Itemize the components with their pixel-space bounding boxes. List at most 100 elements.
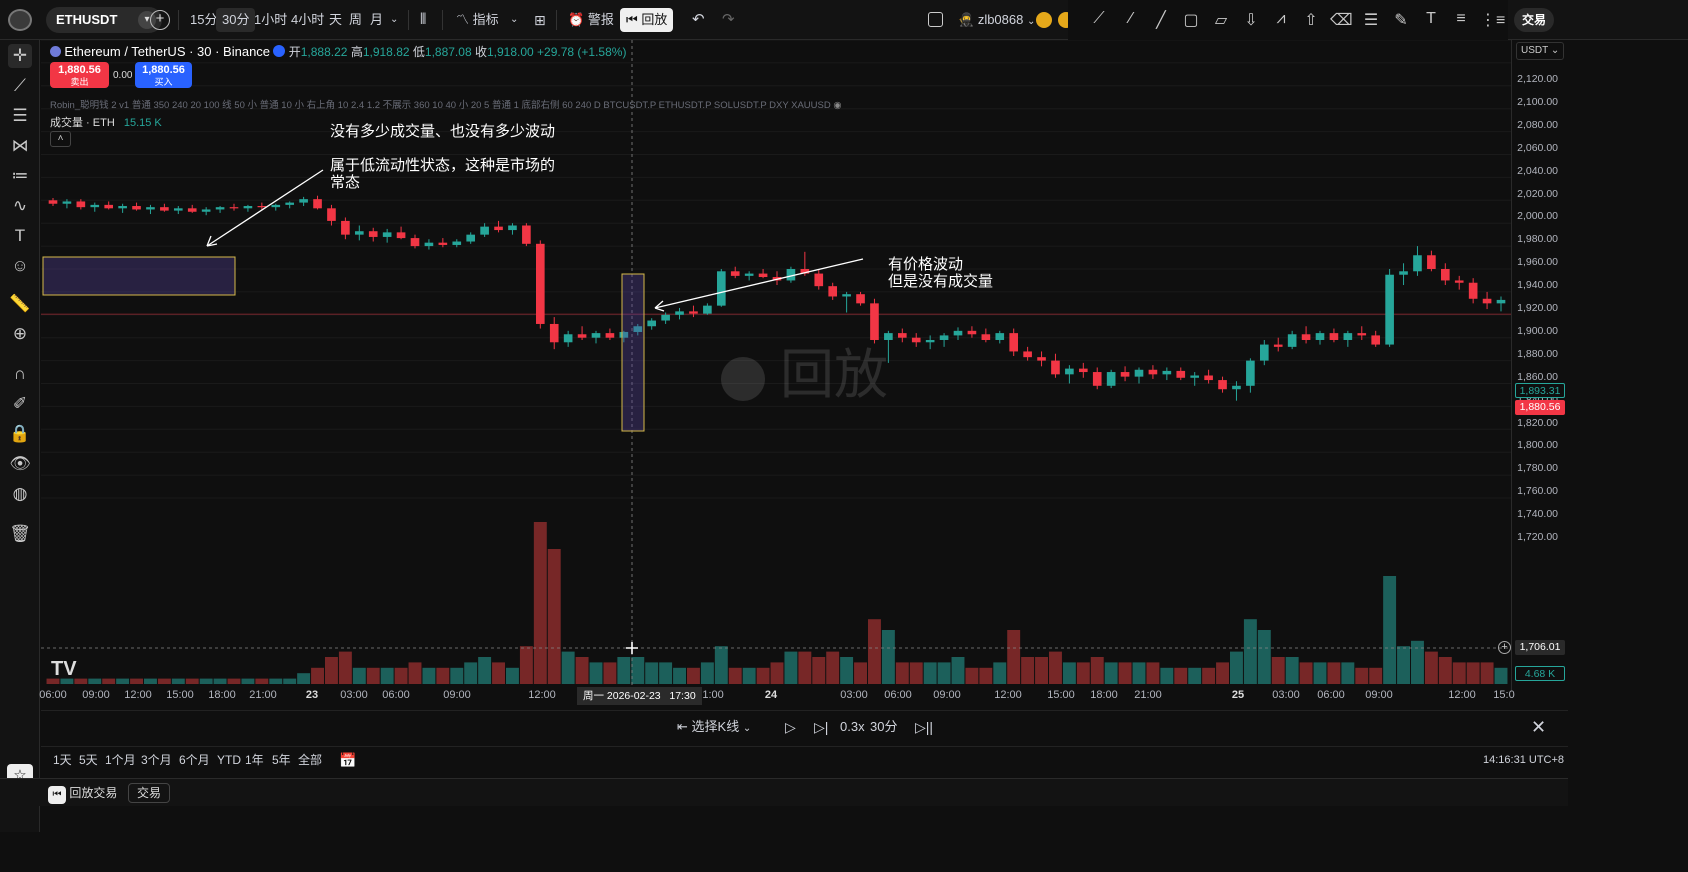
app-logo[interactable] xyxy=(8,9,32,31)
settings-list-icon[interactable]: ≡ xyxy=(1456,10,1466,27)
undo-icon[interactable]: ↶ xyxy=(692,11,705,28)
pen-icon[interactable]: ✎ xyxy=(1394,12,1408,29)
globe-icon[interactable]: ◍ xyxy=(12,484,28,503)
indicators-button[interactable]: 〽 指标 xyxy=(450,8,505,32)
indicators-dropdown-icon[interactable]: ⌄ xyxy=(510,14,519,25)
path-icon[interactable]: ⩘ xyxy=(1276,10,1286,27)
indicator-legend[interactable]: Robin_聪明钱 2 v1 普通 350 240 20 100 线 50 小 … xyxy=(50,97,842,111)
zoom-in-icon[interactable]: ⊕ xyxy=(12,324,28,343)
replay-interval[interactable]: 30分 xyxy=(870,719,898,734)
jump-to-realtime-button[interactable]: ▷|| xyxy=(915,719,934,735)
symbol-search[interactable]: ETHUSDT ▾ xyxy=(46,7,162,33)
annotation-price-move-line1[interactable]: 有价格波动 xyxy=(888,256,964,273)
redo-icon[interactable]: ↷ xyxy=(722,11,735,28)
line-icon[interactable]: ╱ xyxy=(1156,12,1166,29)
range-3[interactable]: 3个月 xyxy=(141,753,172,767)
candle-body xyxy=(1427,255,1436,269)
horizontal-lines-icon[interactable]: ☰ xyxy=(12,106,28,125)
annotation-low-liquidity-title[interactable]: 没有多少成交量、也没有多少波动 xyxy=(330,123,556,140)
volume-legend[interactable]: 成交量 · ETH 15.15 K xyxy=(50,114,162,130)
object-tree-icon[interactable]: ⋮≡ xyxy=(1480,12,1506,29)
rectangle-icon[interactable]: ▢ xyxy=(1183,12,1199,29)
clock[interactable]: 14:16:31 UTC+8 xyxy=(1483,754,1565,766)
annotation-low-liquidity-line2[interactable]: 常态 xyxy=(330,174,361,191)
select-bar-button[interactable]: ⇤ 选择K线 ⌄ xyxy=(677,716,751,738)
lock-icon[interactable]: 🔒 xyxy=(9,424,31,443)
pattern-icon[interactable]: ∿ xyxy=(12,196,28,215)
crosshair-icon[interactable]: ✛ xyxy=(8,44,32,68)
arrow-down-icon[interactable]: ⇩ xyxy=(1244,12,1258,29)
badge-icon[interactable] xyxy=(1036,12,1052,28)
currency-selector[interactable]: USDT ⌄ xyxy=(1516,42,1564,60)
interval-4[interactable]: 天 xyxy=(329,12,343,27)
interval-dropdown-icon[interactable]: ⌄ xyxy=(390,14,399,25)
price-scale[interactable]: USDT ⌄ 2,120.00 2,100.00 2,080.00 2,060.00 2… xyxy=(1511,40,1568,692)
range-7[interactable]: 5年 xyxy=(272,753,291,767)
replay-speed[interactable]: 0.3x xyxy=(840,719,865,734)
emoji-icon[interactable]: ☺ xyxy=(11,256,29,275)
text-icon[interactable]: T xyxy=(1426,10,1436,27)
pitchfork-icon[interactable]: ⋈ xyxy=(11,136,29,155)
replay-trade-tab[interactable]: ⏮ 回放交易 xyxy=(48,783,117,804)
fib-icon[interactable]: ≔ xyxy=(11,166,29,185)
range-1[interactable]: 5天 xyxy=(79,753,98,767)
time-axis[interactable]: 06:00 09:00 12:00 15:00 18:00 21:00 23 03:00 06:… xyxy=(39,686,1514,706)
add-price-level-icon[interactable]: + xyxy=(1498,641,1511,654)
layouts-icon[interactable]: ⊞ xyxy=(534,12,546,28)
range-6[interactable]: 1年 xyxy=(245,753,264,767)
range-4[interactable]: 6个月 xyxy=(179,753,210,767)
add-symbol-icon[interactable]: + xyxy=(150,10,170,30)
range-8[interactable]: 全部 xyxy=(298,753,323,767)
range-5[interactable]: YTD xyxy=(217,753,241,767)
trend-path-icon[interactable]: ⟋ xyxy=(1093,10,1105,27)
buy-button[interactable]: 1,880.56 买入 xyxy=(135,62,192,88)
volume-bar xyxy=(1021,657,1035,684)
eraser-icon[interactable]: ⌫ xyxy=(1330,12,1353,29)
interval-6[interactable]: 月 xyxy=(370,12,384,27)
interval-1[interactable]: 30分 xyxy=(216,8,256,32)
interval-2[interactable]: 1小时 xyxy=(254,12,288,27)
trade-button[interactable]: 交易 xyxy=(1514,8,1554,32)
candle-body xyxy=(786,269,796,281)
lines-icon[interactable]: ☰ xyxy=(1363,12,1379,29)
collapse-legend-button[interactable]: ˄ xyxy=(50,131,71,147)
trend-line-icon[interactable]: ⟋ xyxy=(14,76,26,95)
candle-body xyxy=(1329,333,1339,340)
ruler-icon[interactable]: 📏 xyxy=(9,294,31,313)
hide-indicator-eye-icon[interactable]: ◉ xyxy=(833,100,842,111)
play-button[interactable]: ▷ xyxy=(785,719,796,735)
ray-icon[interactable]: ⁄ xyxy=(1129,10,1133,27)
annotation-low-liquidity-line1[interactable]: 属于低流动性状态，这种是市场的 xyxy=(330,157,556,174)
step-forward-button[interactable]: ▷| xyxy=(814,719,829,735)
sell-button[interactable]: 1,880.56 卖出 xyxy=(50,62,109,88)
symbol-legend[interactable]: Ethereum / TetherUS · 30 · Binance 开1,88… xyxy=(50,43,626,60)
chart-pane[interactable]: 回放 TV xyxy=(41,40,1511,692)
eye-icon[interactable]: 👁 xyxy=(9,454,31,473)
date-range-icon[interactable]: 📅 xyxy=(339,752,357,768)
layout-checkbox-icon[interactable] xyxy=(928,12,943,27)
candle-body xyxy=(1148,369,1158,375)
volume-bar xyxy=(46,678,60,684)
volume-bar xyxy=(325,657,338,684)
interval-5[interactable]: 周 xyxy=(349,12,363,27)
replay-button[interactable]: ⏮ 回放 xyxy=(620,8,674,32)
annotation-price-move-line2[interactable]: 但是没有成交量 xyxy=(888,273,994,290)
text-tool-icon[interactable]: T xyxy=(14,226,26,245)
interval-3[interactable]: 4小时 xyxy=(291,12,325,27)
lock-drawing-icon[interactable]: ✐ xyxy=(12,394,28,413)
trade-tab[interactable]: 交易 xyxy=(128,783,171,803)
arrow-up-icon[interactable]: ⇧ xyxy=(1304,12,1318,29)
range-0[interactable]: 1天 xyxy=(53,753,72,767)
interval-0[interactable]: 15分 xyxy=(190,12,218,27)
price-chart-svg[interactable] xyxy=(41,40,1511,692)
chart-type-icon[interactable]: ⫴ xyxy=(420,11,427,28)
user-menu[interactable]: 🥷 zlb0868 ⌄ xyxy=(952,8,1041,32)
parallelogram-icon[interactable]: ▱ xyxy=(1214,12,1228,29)
trash-icon[interactable]: 🗑 xyxy=(9,524,31,543)
close-replay-icon[interactable]: ✕ xyxy=(1531,717,1547,737)
alert-button[interactable]: ⏰ 警报 xyxy=(562,8,620,32)
magnet-icon[interactable]: ∩ xyxy=(13,364,27,383)
range-2[interactable]: 1个月 xyxy=(105,753,136,767)
tradingview-logo: TV xyxy=(51,658,77,680)
volume-bar xyxy=(589,662,603,684)
